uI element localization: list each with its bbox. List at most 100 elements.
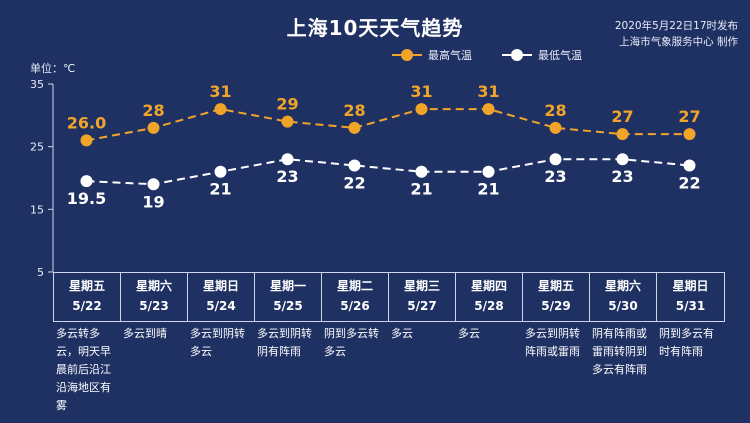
weekday-label: 星期六 [604,279,641,293]
day-cell: 星期五 5/22 [54,273,121,321]
legend-label-high: 最高气温 [428,49,472,62]
date-label: 5/31 [675,299,706,313]
weather-description: 多云到阴转阵雨或雷雨 [525,327,580,358]
date-label: 5/22 [72,299,102,313]
data-point-low [348,159,361,172]
legend-item-low: 最低气温 [502,47,582,63]
data-point-low [415,165,428,178]
data-point-high [616,128,629,141]
weather-description-row: 多云转多云，明天早晨前后沿江沿海地区有雾 多云到晴 多云到阴转多云 多云到阴转阴有阵雨… [53,325,723,415]
date-label: 5/24 [206,299,236,313]
day-cell: 星期三 5/27 [389,273,456,321]
data-point-high [147,121,160,134]
chart-title: 上海10天天气趋势 [286,16,464,40]
weekday-label: 星期五 [68,279,105,293]
publish-info: 2020年5月22日17时发布 上海市气象服务中心 制作 [615,18,738,50]
data-label-low: 21 [410,180,432,199]
data-point-high [683,128,696,141]
data-point-low [549,153,562,166]
day-cell: 星期二 5/26 [322,273,389,321]
date-label: 5/26 [340,299,370,313]
data-label-high: 31 [209,82,231,101]
y-tick-label: 25 [30,141,44,154]
data-label-low: 19.5 [67,189,106,208]
data-label-high: 27 [611,107,633,126]
y-tick-label: 5 [37,266,44,279]
y-tick-label: 15 [30,203,44,216]
data-label-high: 29 [276,95,298,114]
data-point-low [214,165,227,178]
date-label: 5/29 [541,299,571,313]
weather-description: 多云转多云，明天早晨前后沿江沿海地区有雾 [56,327,111,412]
data-point-high [415,103,428,116]
weather-description: 多云 [391,327,413,340]
data-label-low: 23 [544,167,566,186]
data-label-high: 31 [477,82,499,101]
publish-time: 2020年5月22日17时发布 [614,20,738,32]
data-label-high: 28 [142,101,164,120]
chart-legend: 最高气温 最低气温 [392,47,582,63]
data-point-low [482,165,495,178]
weekday-label: 星期六 [135,279,172,293]
data-point-high [80,134,93,147]
data-label-low: 22 [678,173,700,192]
data-label-low: 23 [611,167,633,186]
data-point-low [281,153,294,166]
unit-label: 单位：℃ [30,62,76,75]
date-label: 5/30 [608,299,638,313]
day-cell: 星期四 5/28 [456,273,523,321]
day-cell: 星期日 5/24 [188,273,255,321]
weather-description: 阴到多云有时有阵雨 [659,327,714,358]
data-label-low: 21 [477,180,499,199]
date-label: 5/23 [139,299,169,313]
day-cell: 星期五 5/29 [523,273,590,321]
weather-description: 多云到晴 [123,327,167,340]
weekday-label: 星期五 [537,279,574,293]
date-label: 5/28 [474,299,504,313]
legend-item-high: 最高气温 [392,47,472,63]
data-label-high: 31 [410,82,432,101]
legend-label-low: 最低气温 [538,49,582,62]
data-point-high [281,115,294,128]
day-header-row: 星期五 5/22 星期六 5/23 星期日 5/24 星期一 5/25 星期二 5/26 星期三 5/… [53,272,725,322]
data-label-high: 27 [678,107,700,126]
series-line-high [86,108,690,142]
data-point-high [549,121,562,134]
legend-swatch-high [392,49,422,61]
day-cell: 星期日 5/31 [657,273,724,321]
y-tick-label: 35 [30,78,44,91]
weekday-label: 星期日 [202,279,239,293]
weekday-label: 星期一 [269,279,306,293]
data-label-low: 23 [276,167,298,186]
data-point-low [616,153,629,166]
data-point-low [147,178,160,191]
data-label-low: 19 [142,192,164,211]
data-point-high [348,121,361,134]
legend-swatch-low [502,49,532,61]
series-line-low [86,158,690,186]
data-point-high [214,103,227,116]
data-label-low: 22 [343,173,365,192]
data-label-high: 28 [343,101,365,120]
weather-description: 阴有阵雨或雷雨转阴到多云有阵雨 [592,327,647,376]
data-label-low: 21 [209,180,231,199]
data-label-high: 26.0 [67,113,106,132]
day-cell: 星期六 5/23 [121,273,188,321]
weekday-label: 星期三 [403,279,440,293]
weekday-label: 星期四 [470,279,507,293]
data-point-low [683,159,696,172]
weather-description: 多云 [458,327,480,340]
weather-description: 阴到多云转多云 [324,327,379,358]
day-cell: 星期一 5/25 [255,273,322,321]
weather-description: 多云到阴转多云 [190,327,245,358]
weather-description: 多云到阴转阴有阵雨 [257,327,312,358]
date-label: 5/25 [273,299,303,313]
weekday-label: 星期日 [672,279,709,293]
date-label: 5/27 [407,299,437,313]
weekday-label: 星期二 [336,279,373,293]
data-label-high: 28 [544,101,566,120]
producer-credit: 上海市气象服务中心 制作 [619,36,738,48]
data-point-high [482,103,495,116]
day-cell: 星期六 5/30 [590,273,657,321]
